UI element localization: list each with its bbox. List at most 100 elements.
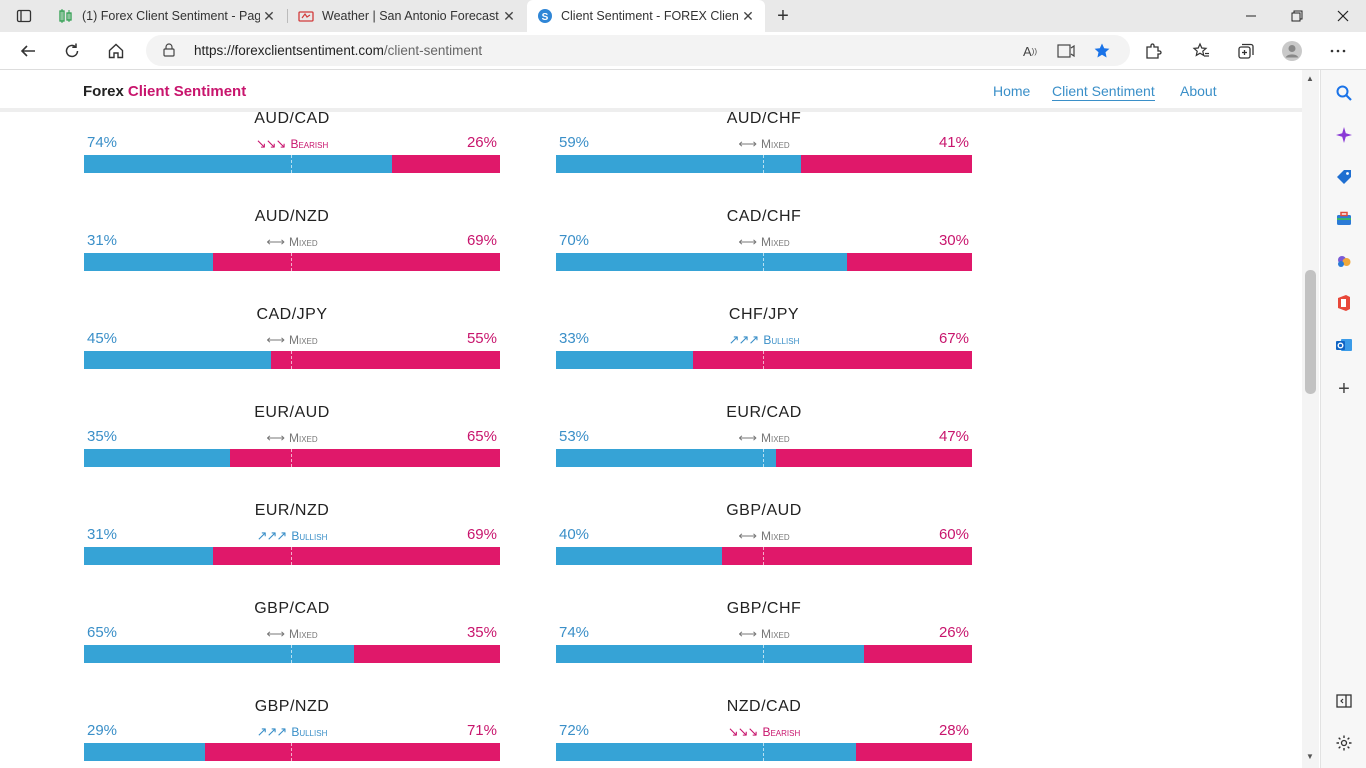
sentiment-label: Mixed (760, 235, 790, 249)
restore-button[interactable] (1274, 0, 1320, 32)
pair-name: AUD/CHF (726, 110, 802, 127)
long-percent: 74% (87, 134, 118, 151)
tab-actions-button[interactable] (0, 0, 48, 32)
sentiment-label: Bullish (291, 725, 328, 739)
long-percent: 53% (559, 428, 590, 445)
immersive-reader-icon[interactable] (1056, 41, 1076, 61)
long-percent: 59% (559, 134, 590, 151)
settings-more-button[interactable] (1323, 36, 1353, 66)
copilot-icon[interactable] (1333, 124, 1355, 146)
short-percent: 71% (466, 722, 497, 739)
back-button[interactable] (13, 36, 43, 66)
short-percent: 41% (938, 134, 969, 151)
url-text[interactable]: https://forexclientsentiment.com/client-… (194, 43, 482, 58)
close-tab-icon[interactable]: ✕ (263, 7, 275, 24)
nav-client-sentiment[interactable]: Client Sentiment (1052, 83, 1155, 101)
shopping-tag-icon[interactable] (1333, 166, 1355, 188)
tab-weather[interactable]: Weather | San Antonio Forecast, ✕ (288, 0, 526, 32)
sentiment-pair-card: GBP/AUD 40% 60% ⟷ Mixed (556, 502, 972, 565)
long-percent: 45% (87, 330, 118, 347)
hide-sidebar-icon[interactable] (1333, 690, 1355, 712)
add-sidebar-app-icon[interactable]: + (1338, 377, 1350, 400)
extensions-button[interactable] (1138, 36, 1168, 66)
home-button[interactable] (101, 36, 131, 66)
edge-sidebar: + (1320, 70, 1366, 768)
nav-home[interactable]: Home (993, 83, 1031, 99)
sentiment-bar (84, 351, 500, 369)
long-bar-fill (556, 743, 856, 761)
sentiment-indicator: ⟷ Mixed (556, 136, 972, 152)
lock-icon (163, 43, 175, 57)
pair-name: CAD/JPY (256, 306, 328, 323)
close-tab-icon[interactable]: ✕ (742, 7, 754, 24)
sentiment-indicator: ⟷ Mixed (556, 626, 972, 642)
sentiment-pair-card: AUD/CHF 59% 41% ⟷ Mixed (556, 110, 972, 173)
short-percent: 47% (938, 428, 969, 445)
bar-midline (763, 351, 764, 369)
weather-icon (298, 11, 314, 22)
sentiment-arrows-icon: ⟷ (738, 136, 757, 151)
sentiment-indicator: ⟷ Mixed (84, 626, 500, 642)
tools-briefcase-icon[interactable] (1333, 208, 1355, 230)
close-icon (1337, 10, 1349, 22)
avatar-icon (1282, 41, 1302, 61)
bar-midline (291, 253, 292, 271)
sentiment-pair-card: CAD/JPY 45% 55% ⟷ Mixed (84, 306, 500, 369)
sentiment-label: Mixed (288, 431, 318, 445)
tab-forex-page[interactable]: (1) Forex Client Sentiment - Page ✕ (48, 0, 286, 32)
short-percent: 30% (938, 232, 969, 249)
pair-name: GBP/AUD (726, 502, 802, 519)
sentiment-arrows-icon: ⟷ (738, 430, 757, 445)
office-icon[interactable] (1333, 292, 1355, 314)
short-percent: 60% (938, 526, 969, 543)
sentiment-pair-card: EUR/CAD 53% 47% ⟷ Mixed (556, 404, 972, 467)
sentiment-label: Mixed (760, 627, 790, 641)
tab-title: (1) Forex Client Sentiment - Page (82, 9, 260, 23)
bar-midline (291, 743, 292, 761)
long-bar-fill (556, 155, 802, 173)
sentiment-pair-card: CHF/JPY 33% 67% ↗↗↗ Bullish (556, 306, 972, 369)
sentiment-bar (84, 547, 500, 565)
long-bar-fill (84, 547, 213, 565)
close-window-button[interactable] (1320, 0, 1366, 32)
bar-midline (763, 743, 764, 761)
sentiment-pair-card: GBP/NZD 29% 71% ↗↗↗ Bullish (84, 698, 500, 761)
sentiment-label: Bearish (290, 137, 329, 151)
sentiment-indicator: ⟷ Mixed (556, 234, 972, 250)
outlook-icon[interactable] (1333, 334, 1355, 356)
short-percent: 26% (466, 134, 497, 151)
read-aloud-icon[interactable]: A)) (1023, 43, 1037, 59)
long-percent: 33% (559, 330, 590, 347)
favorite-star-icon[interactable] (1092, 41, 1112, 61)
new-tab-button[interactable]: + (777, 5, 789, 27)
profile-button[interactable] (1277, 36, 1307, 66)
search-icon[interactable] (1333, 82, 1355, 104)
games-icon[interactable] (1333, 250, 1355, 272)
long-bar-fill (556, 645, 864, 663)
page-scrollbar[interactable]: ▲ ▼ (1302, 70, 1319, 768)
sentiment-label: Mixed (760, 431, 790, 445)
tab-client-sentiment[interactable]: S Client Sentiment - FOREX Client ✕ (527, 0, 765, 32)
collections-button[interactable] (1231, 36, 1261, 66)
refresh-button[interactable] (57, 36, 87, 66)
address-bar[interactable]: https://forexclientsentiment.com/client-… (146, 35, 1130, 66)
sentiment-label: Mixed (288, 235, 318, 249)
sentiment-label: Mixed (288, 333, 318, 347)
sentiment-label: Mixed (288, 627, 318, 641)
scroll-up-icon[interactable]: ▲ (1306, 74, 1314, 83)
sentiment-arrows-icon: ⟷ (738, 626, 757, 641)
sentiment-bar (556, 743, 972, 761)
favorites-button[interactable] (1186, 36, 1216, 66)
site-brand[interactable]: Forex Client Sentiment (83, 83, 246, 100)
nav-about[interactable]: About (1180, 83, 1217, 99)
scroll-thumb[interactable] (1305, 270, 1316, 394)
url-path: /client-sentiment (383, 43, 483, 58)
sidebar-settings-icon[interactable] (1333, 732, 1355, 754)
tab-strip: (1) Forex Client Sentiment - Page ✕ Weat… (0, 0, 1366, 32)
close-tab-icon[interactable]: ✕ (503, 7, 515, 24)
pair-name: AUD/CAD (254, 110, 330, 127)
sentiment-label: Mixed (760, 137, 790, 151)
short-percent: 65% (466, 428, 497, 445)
minimize-button[interactable] (1228, 0, 1274, 32)
scroll-down-icon[interactable]: ▼ (1306, 752, 1314, 761)
